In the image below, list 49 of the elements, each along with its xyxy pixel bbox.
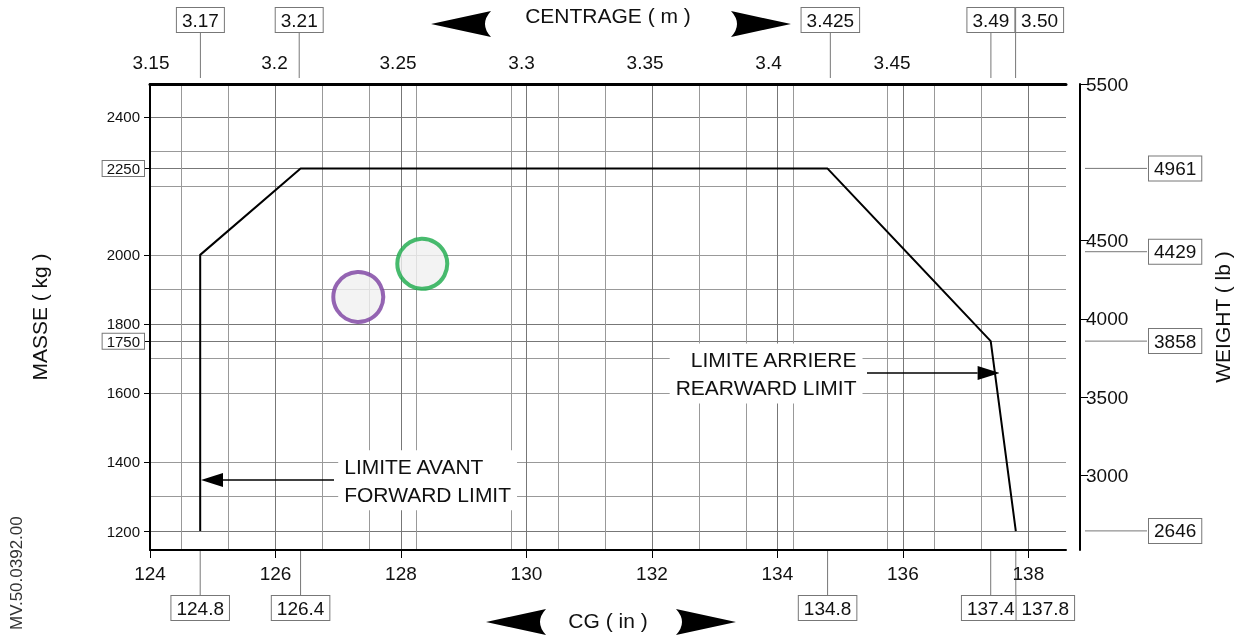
y-tick-label: 2250 <box>106 160 140 178</box>
x-tick-label: 130 <box>510 563 543 584</box>
y-tick-label: 1800 <box>106 315 140 333</box>
y2-tick-label: 3500 <box>1086 386 1129 408</box>
annotation: LIMITE ARRIERE REARWARD LIMIT <box>675 347 857 399</box>
y-tick-label: 2400 <box>106 108 140 126</box>
x2-tick-label: 3.25 <box>379 52 417 73</box>
ref-line-label: 4429 <box>1154 241 1197 263</box>
x2-tick-label: 3.15 <box>132 52 170 73</box>
ref-line-label: 3.21 <box>280 10 318 31</box>
ref-line-label: 4961 <box>1154 157 1197 179</box>
x2-tick-label: 3.3 <box>508 52 535 73</box>
y-tick-label: 2000 <box>106 246 140 264</box>
text: MV.50.0392.00 <box>7 516 26 630</box>
ref-line-label: 137.8 <box>1021 598 1070 619</box>
ref-line-label: 137.4 <box>966 598 1015 619</box>
annotation: LIMITE AVANT FORWARD LIMIT <box>344 454 512 506</box>
ref-line-label: 134.8 <box>803 598 852 619</box>
x2-tick-label: 3.35 <box>626 52 664 73</box>
ref-line-label: 3.425 <box>806 10 855 31</box>
x2-tick-label: 3.2 <box>261 52 288 73</box>
y-tick-label: 1400 <box>106 453 140 471</box>
y-tick-label: 1750 <box>106 332 140 350</box>
x2-axis-title: CENTRAGE ( m ) <box>525 4 691 27</box>
x2-tick-label: 3.45 <box>873 52 911 73</box>
ref-line-label: 3858 <box>1154 330 1197 352</box>
x-tick-label: 126 <box>259 563 292 584</box>
x-tick-label: 132 <box>636 563 668 584</box>
y2-tick-label: 4500 <box>1086 230 1129 252</box>
y2-tick-label: 4000 <box>1086 308 1129 330</box>
x-tick-label: 124 <box>134 563 167 584</box>
ref-line-label: 124.8 <box>176 598 224 619</box>
ref-line-label: 3.50 <box>1021 10 1059 31</box>
x-axis-title: CG ( in ) <box>568 609 648 632</box>
y-tick-label: 1200 <box>106 522 140 540</box>
ref-line-label: 3.17 <box>181 10 219 31</box>
ref-line-label: 3.49 <box>972 10 1010 31</box>
x-tick-label: 136 <box>887 563 919 584</box>
y2-axis-title: WEIGHT ( lb ) <box>1211 251 1234 383</box>
ref-line-label: 2646 <box>1154 520 1197 542</box>
y2-tick-label: 3000 <box>1086 464 1129 486</box>
x-tick-label: 138 <box>1012 563 1045 584</box>
x2-tick-label: 3.4 <box>755 52 783 73</box>
x-tick-label: 134 <box>761 563 794 584</box>
y2-tick-label: 5500 <box>1086 73 1129 95</box>
x-tick-label: 128 <box>385 563 417 584</box>
y-tick-label: 1600 <box>106 384 140 402</box>
y-axis-title: MASSE ( kg ) <box>28 253 51 381</box>
ref-line-label: 126.4 <box>276 598 325 619</box>
